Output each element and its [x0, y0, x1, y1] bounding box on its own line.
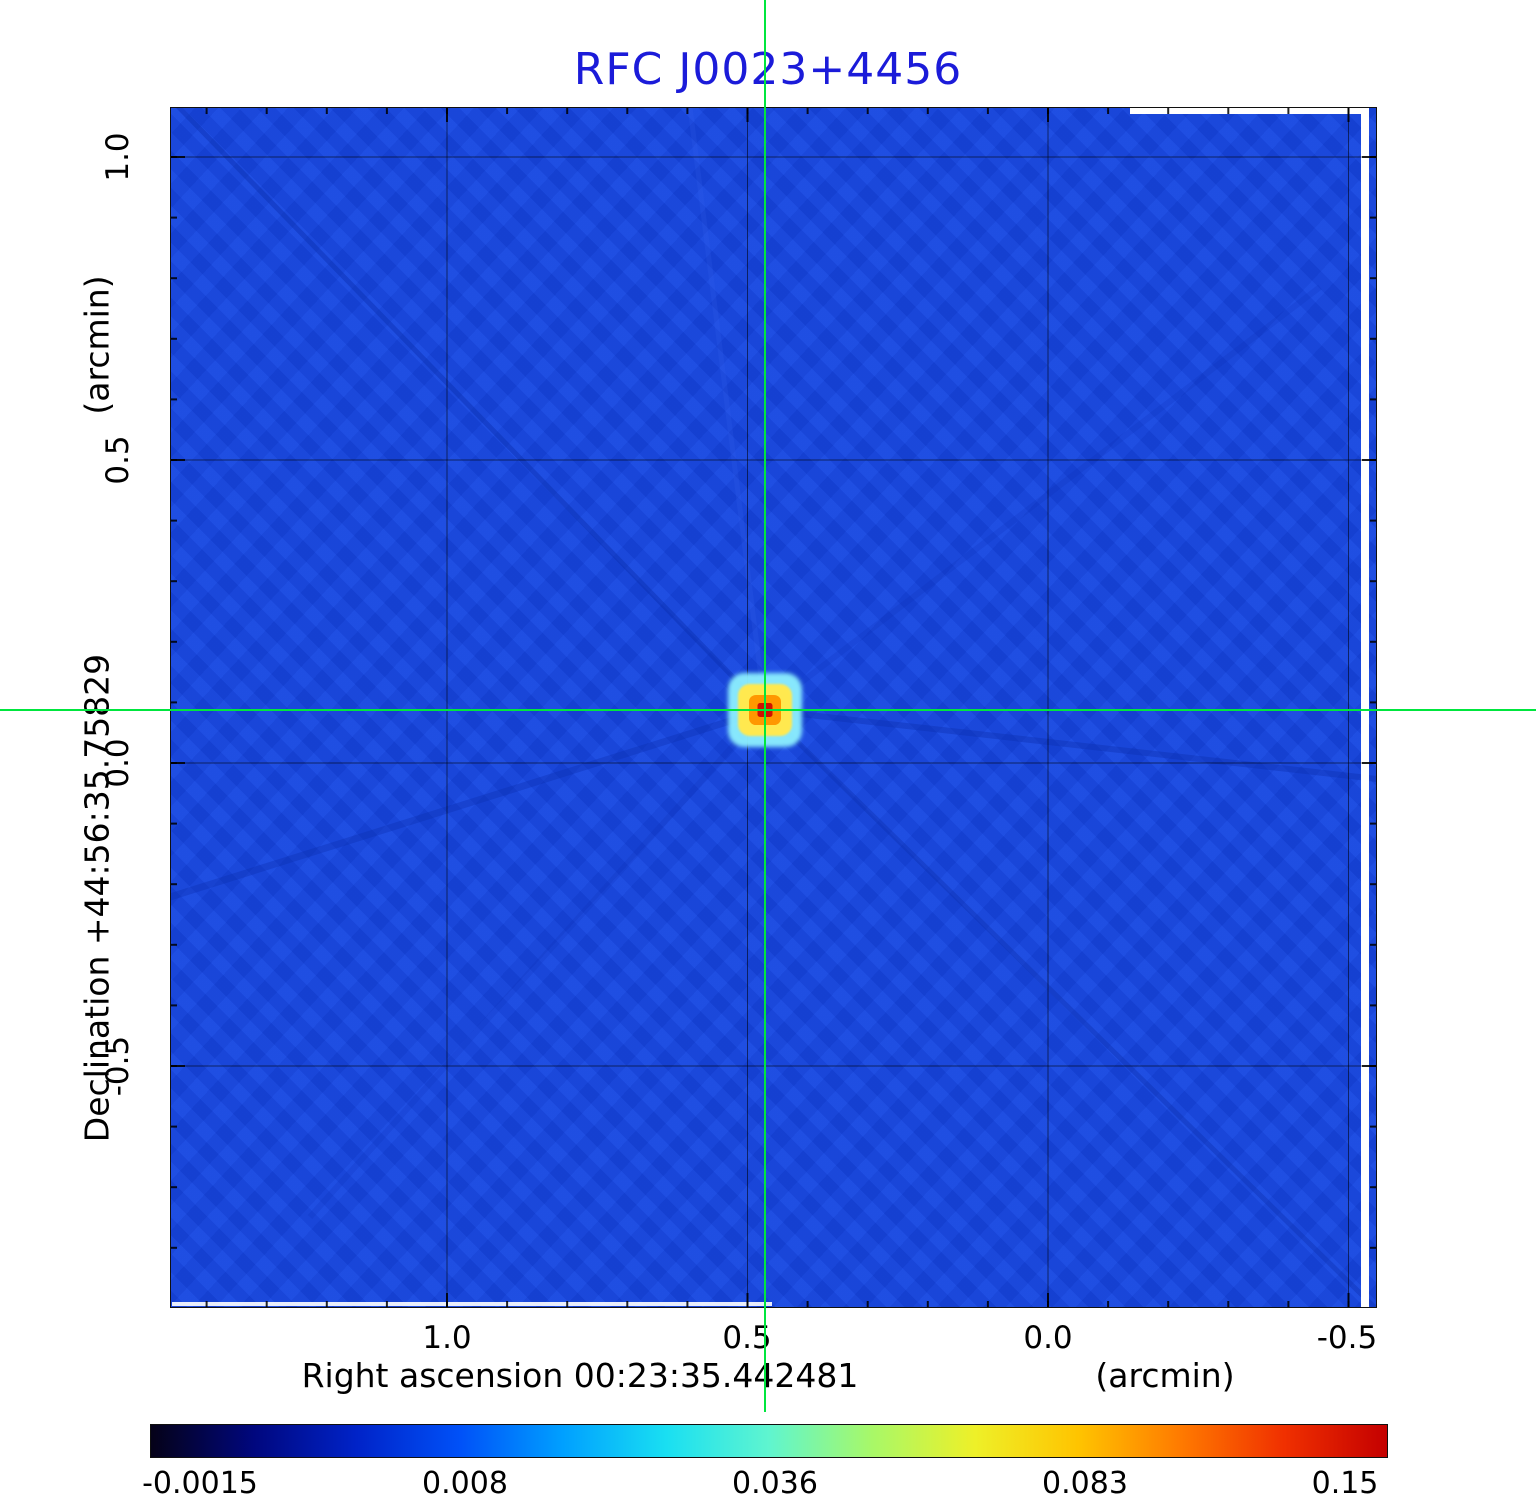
y-axis-title: Declination +44:56:35.75829: [77, 653, 117, 1143]
map-edge-gap-bottom: [172, 1302, 772, 1306]
x-tick-label: -0.5: [1316, 1320, 1378, 1356]
colorbar: [150, 1424, 1388, 1458]
map-edge-gap-top: [1130, 107, 1361, 114]
x-tick-label: 0.5: [722, 1320, 772, 1356]
map-edge-gap-right: [1361, 107, 1369, 1308]
crosshair-horizontal: [0, 709, 1536, 711]
x-axis-title: Right ascension 00:23:35.442481: [301, 1356, 859, 1395]
x-axis-unit: (arcmin): [1095, 1356, 1235, 1395]
colorbar-tick-label: 0.008: [422, 1466, 508, 1501]
crosshair-vertical: [764, 0, 766, 1412]
map-plot-area: [170, 107, 1377, 1308]
colorbar-tick-label: 0.15: [1311, 1466, 1379, 1501]
x-tick-label: 0.0: [1023, 1320, 1073, 1356]
colorbar-tick-label: 0.083: [1042, 1466, 1128, 1501]
colorbar-tick-label: -0.0015: [142, 1466, 258, 1501]
y-axis-unit: (arcmin): [77, 275, 117, 415]
figure-title: RFC J0023+4456: [573, 44, 963, 95]
colorbar-tick-label: 0.036: [732, 1466, 818, 1501]
y-tick-label: 1.0: [100, 132, 136, 182]
y-tick-label: 0.5: [100, 435, 136, 485]
x-tick-label: 1.0: [422, 1320, 472, 1356]
